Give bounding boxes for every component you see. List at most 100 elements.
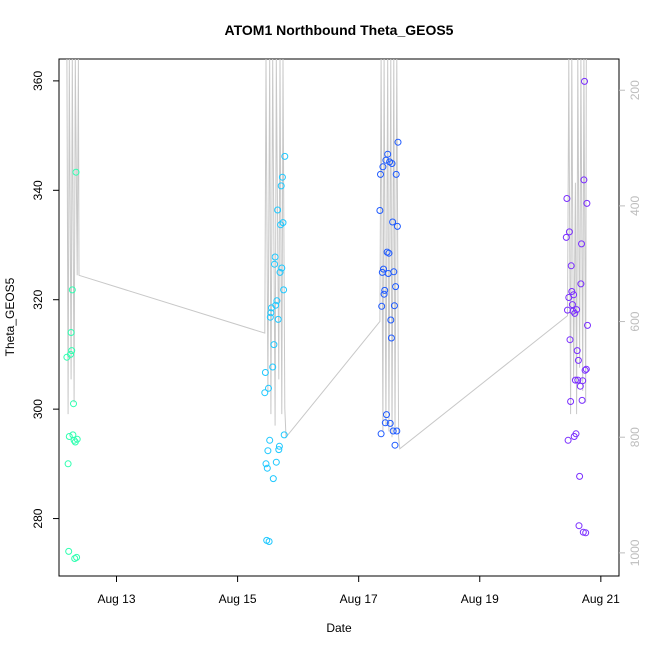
data-point-series-1 (73, 435, 81, 443)
data-point-series-3 (392, 283, 400, 291)
x-tick-label: Aug 17 (340, 592, 378, 606)
data-point-series-2 (265, 538, 273, 545)
data-point-series-3 (384, 150, 392, 158)
data-point-series-4 (567, 398, 575, 405)
data-point-series-3 (380, 265, 387, 273)
y2-tick-label: 400 (628, 196, 642, 216)
data-point-series-4 (583, 199, 591, 207)
points-layer (63, 77, 591, 562)
data-point-series-3 (387, 334, 395, 342)
data-point-series-2 (280, 286, 288, 294)
data-point-series-4 (582, 365, 590, 373)
y-axis: 280 300 320 340 360 (31, 71, 59, 529)
data-point-series-2 (270, 341, 278, 349)
data-point-series-2 (262, 460, 270, 468)
data-point-series-1 (64, 460, 72, 468)
data-point-series-2 (272, 301, 280, 309)
data-point-series-2 (277, 221, 285, 229)
x-tick-label: Aug 19 (461, 592, 499, 606)
data-point-series-1 (70, 436, 78, 444)
data-point-series-2 (266, 313, 274, 321)
data-point-series-3 (381, 419, 389, 427)
data-point-series-4 (577, 280, 585, 288)
data-point-series-3 (390, 268, 398, 276)
y2-tick-label: 600 (628, 311, 642, 331)
y-tick-label: 340 (31, 180, 45, 200)
plot-frame (58, 58, 620, 577)
data-point-series-1 (73, 553, 81, 561)
pressure-line (66, 58, 587, 450)
data-point-series-4 (571, 309, 579, 317)
pressure-layer (66, 58, 587, 450)
data-point-series-3 (389, 427, 397, 435)
data-point-series-4 (564, 436, 572, 444)
data-point-series-2 (269, 363, 277, 371)
data-point-series-2 (271, 253, 279, 261)
data-point-series-3 (393, 427, 401, 435)
y2-axis: 200 400 600 800 1000 (619, 80, 642, 566)
data-point-series-4 (573, 306, 581, 314)
data-point-series-1 (68, 347, 76, 355)
data-point-series-4 (568, 301, 576, 309)
data-point-series-3 (389, 218, 397, 226)
data-point-series-2 (265, 384, 272, 392)
data-point-series-1 (65, 547, 73, 555)
data-point-series-2 (269, 475, 277, 483)
data-point-series-4 (578, 240, 585, 248)
data-point-series-2 (266, 436, 274, 444)
data-point-series-4 (567, 262, 575, 270)
data-point-series-4 (566, 336, 574, 344)
data-point-series-2 (278, 264, 286, 272)
data-point-series-1 (68, 286, 76, 294)
data-point-series-3 (387, 316, 395, 324)
data-point-series-1 (67, 329, 75, 336)
data-point-series-4 (574, 356, 582, 364)
data-point-series-2 (276, 268, 284, 276)
data-point-series-1 (70, 400, 77, 408)
data-point-series-3 (394, 138, 402, 146)
data-point-series-3 (380, 290, 388, 298)
y-tick-label: 280 (31, 508, 45, 528)
data-point-series-3 (392, 170, 400, 178)
data-point-series-2 (264, 447, 272, 455)
data-point-series-4 (569, 307, 577, 315)
data-point-series-2 (280, 431, 288, 439)
data-point-series-3 (385, 249, 393, 257)
data-point-series-4 (574, 376, 582, 384)
data-point-series-1 (65, 433, 73, 440)
data-point-series-2 (261, 389, 269, 397)
x-tick-label: Aug 13 (97, 592, 135, 606)
data-point-series-4 (570, 291, 578, 299)
data-point-series-3 (383, 248, 391, 256)
data-point-series-4 (568, 288, 576, 295)
data-point-series-1 (72, 168, 80, 176)
data-point-series-3 (386, 419, 394, 427)
y-axis-label: Theta_GEOS5 (3, 277, 17, 356)
y2-tick-label: 800 (628, 427, 642, 447)
data-point-series-3 (383, 411, 390, 419)
y2-tick-label: 1000 (628, 539, 642, 566)
data-point-series-4 (582, 529, 590, 537)
data-point-series-2 (274, 315, 282, 323)
data-point-series-4 (572, 430, 580, 438)
data-point-series-4 (575, 522, 583, 530)
y-tick-label: 320 (31, 289, 45, 309)
data-point-series-2 (275, 442, 283, 450)
data-point-series-4 (579, 377, 587, 385)
data-point-series-2 (267, 309, 275, 317)
data-point-series-1 (67, 350, 74, 358)
data-point-series-3 (379, 163, 387, 171)
data-point-series-2 (274, 206, 282, 214)
data-point-series-3 (381, 286, 389, 294)
data-point-series-4 (571, 376, 579, 384)
x-tick-label: Aug 21 (582, 592, 620, 606)
data-point-series-3 (378, 302, 386, 310)
data-point-series-4 (563, 195, 571, 202)
data-point-series-3 (376, 207, 384, 214)
data-point-series-4 (576, 472, 584, 480)
data-point-series-4 (584, 321, 591, 329)
data-point-series-2 (271, 260, 278, 268)
data-point-series-3 (377, 170, 384, 178)
data-point-series-4 (573, 347, 581, 355)
